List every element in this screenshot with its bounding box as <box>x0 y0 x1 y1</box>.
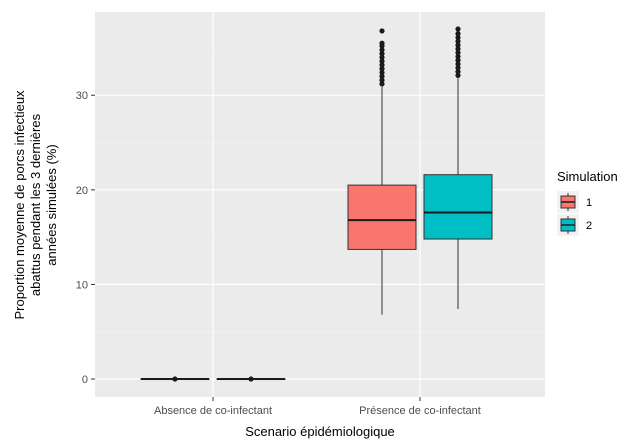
outlier-point <box>379 47 385 53</box>
outlier-point <box>455 68 461 75</box>
grid-minor <box>95 47 545 333</box>
y-axis-title: Proportion moyenne de porcs infectieux a… <box>12 90 59 320</box>
x-axis: Absence de co-infectant Présence de co-in… <box>154 397 481 417</box>
box <box>347 184 417 250</box>
outlier-point <box>379 77 385 83</box>
outlier-point <box>248 376 254 382</box>
legend-key: 2 <box>557 214 592 236</box>
outlier-point <box>455 61 461 67</box>
outlier-point <box>455 46 461 52</box>
outlier-point <box>455 34 461 41</box>
y-axis-title-line-3: années simulées (%) <box>44 144 59 265</box>
x-tick-label: Présence de co-infectant <box>359 405 481 417</box>
y-tick-label: 0 <box>82 374 88 386</box>
y-tick-label: 20 <box>76 185 88 197</box>
legend: Simulation 1 2 <box>557 169 618 236</box>
y-tick-label: 30 <box>76 90 88 102</box>
outlier-point <box>455 50 461 56</box>
x-axis-title: Scenario épidémiologique <box>245 424 395 439</box>
outlier-point <box>455 57 461 63</box>
outlier-point <box>379 54 385 61</box>
outlier-point <box>455 38 461 44</box>
y-axis: 0 10 20 30 <box>76 90 95 386</box>
outlier-point <box>455 53 461 60</box>
outlier-point <box>379 73 385 79</box>
outlier-point <box>455 26 461 32</box>
outlier-point <box>455 42 461 48</box>
box <box>423 174 493 240</box>
outlier-point <box>379 51 385 57</box>
outlier-point <box>455 72 461 78</box>
y-axis-title-line-1: Proportion moyenne de porcs infectieux <box>12 90 27 320</box>
legend-key: 1 <box>557 191 592 213</box>
outlier-point <box>379 40 385 46</box>
x-tick-label: Absence de co-infectant <box>154 405 272 417</box>
outlier-point <box>379 28 385 34</box>
outlier-point <box>172 376 178 382</box>
legend-title: Simulation <box>557 169 618 184</box>
y-axis-title-line-2: abattus pendant les 3 dernières <box>28 113 43 296</box>
legend-label: 1 <box>586 197 592 209</box>
legend-label: 2 <box>586 220 592 232</box>
outlier-point <box>379 58 385 64</box>
outlier-point <box>455 65 461 71</box>
boxes <box>140 26 493 382</box>
y-tick-label: 10 <box>76 279 88 291</box>
outlier-point <box>455 31 461 37</box>
outlier-point <box>379 66 385 72</box>
outlier-point <box>379 62 385 68</box>
outlier-point <box>379 69 385 76</box>
outlier-point <box>379 81 385 87</box>
